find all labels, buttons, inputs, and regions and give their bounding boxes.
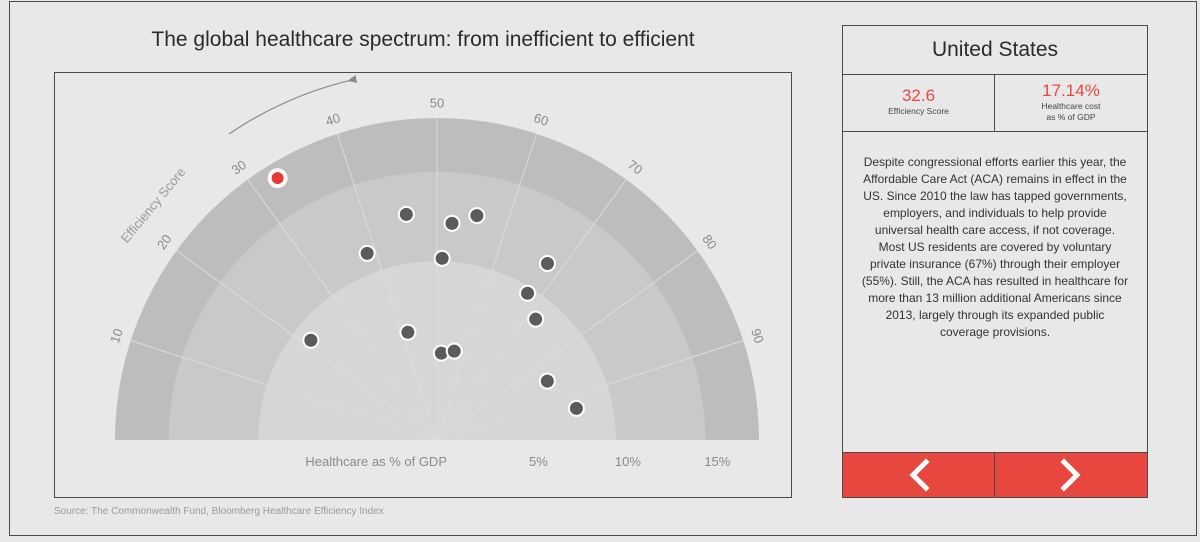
chevron-right-icon (1060, 458, 1081, 492)
data-point-13 (527, 310, 545, 328)
country-name: United States (843, 26, 1147, 75)
angular-tick-50: 50 (430, 95, 444, 110)
spoke-60 (436, 133, 537, 441)
data-point-10 (445, 342, 463, 360)
country-panel: United States 32.6 Efficiency Score 17.1… (842, 25, 1148, 498)
data-point-3 (358, 244, 376, 262)
data-point-4 (399, 323, 417, 341)
angular-tick-80: 80 (699, 232, 720, 253)
angular-tick-labels: 10 20 30 40 50 60 70 80 90 (107, 95, 767, 345)
radial-tick-5: 5% (529, 454, 548, 469)
data-points (267, 168, 585, 417)
source-note: Source: The Commonwealth Fund, Bloomberg… (54, 506, 384, 517)
data-point-selected (269, 170, 286, 187)
chart-container: 10 20 30 40 50 60 70 80 90 5% 10% 15% Healthcare a… (54, 72, 792, 498)
data-point-14 (538, 372, 556, 390)
angular-tick-40: 40 (324, 110, 342, 129)
angular-axis-label: Efficiency Score (118, 165, 189, 246)
cost-label-line1: Healthcare cost (1041, 101, 1101, 111)
angular-tick-20: 20 (154, 232, 175, 253)
angular-tick-60: 60 (532, 110, 550, 129)
angular-tick-30: 30 (229, 157, 250, 178)
data-point-15 (567, 399, 585, 417)
country-description: Despite congressional efforts earlier th… (861, 155, 1129, 339)
data-point-2 (302, 331, 320, 349)
radial-tick-10: 10% (615, 454, 641, 469)
spoke-30 (247, 179, 438, 441)
next-country-button[interactable] (995, 452, 1147, 497)
spoke-70 (436, 179, 627, 441)
radial-axis-label: Healthcare as % of GDP (305, 454, 447, 469)
data-point-5 (397, 205, 415, 223)
spoke-40 (337, 133, 438, 441)
efficiency-stat: 32.6 Efficiency Score (843, 75, 995, 132)
page-title: The global healthcare spectrum: from ine… (151, 28, 695, 51)
arrowhead-icon (347, 75, 358, 83)
data-point-8 (468, 207, 486, 225)
data-point-7 (443, 214, 461, 232)
angular-tick-10: 10 (107, 327, 126, 345)
previous-country-button[interactable] (843, 452, 995, 497)
radial-tick-labels: 5% 10% 15% (529, 454, 731, 469)
angular-tick-90: 90 (748, 327, 767, 345)
spoke-90 (436, 340, 744, 441)
chevron-left-icon (908, 458, 930, 492)
spoke-10 (130, 340, 438, 441)
cost-label-line2: as % of GDP (1046, 112, 1096, 122)
spoke-80 (436, 250, 698, 441)
efficiency-score-value: 32.6 (901, 86, 936, 105)
efficiency-score-label: Efficiency Score (888, 106, 949, 116)
data-point-6 (433, 249, 451, 267)
data-point-11 (519, 284, 537, 302)
radial-tick-15: 15% (704, 454, 730, 469)
radial-chart: 10 20 30 40 50 60 70 80 90 5% 10% 15% Healthcare a… (107, 75, 767, 469)
angular-axis-arrow-icon (228, 78, 357, 135)
data-point-12 (538, 254, 556, 272)
angular-tick-70: 70 (625, 157, 646, 178)
cost-value: 17.14% (1042, 81, 1100, 100)
cost-stat: 17.14% Healthcare cost as % of GDP (995, 75, 1147, 132)
